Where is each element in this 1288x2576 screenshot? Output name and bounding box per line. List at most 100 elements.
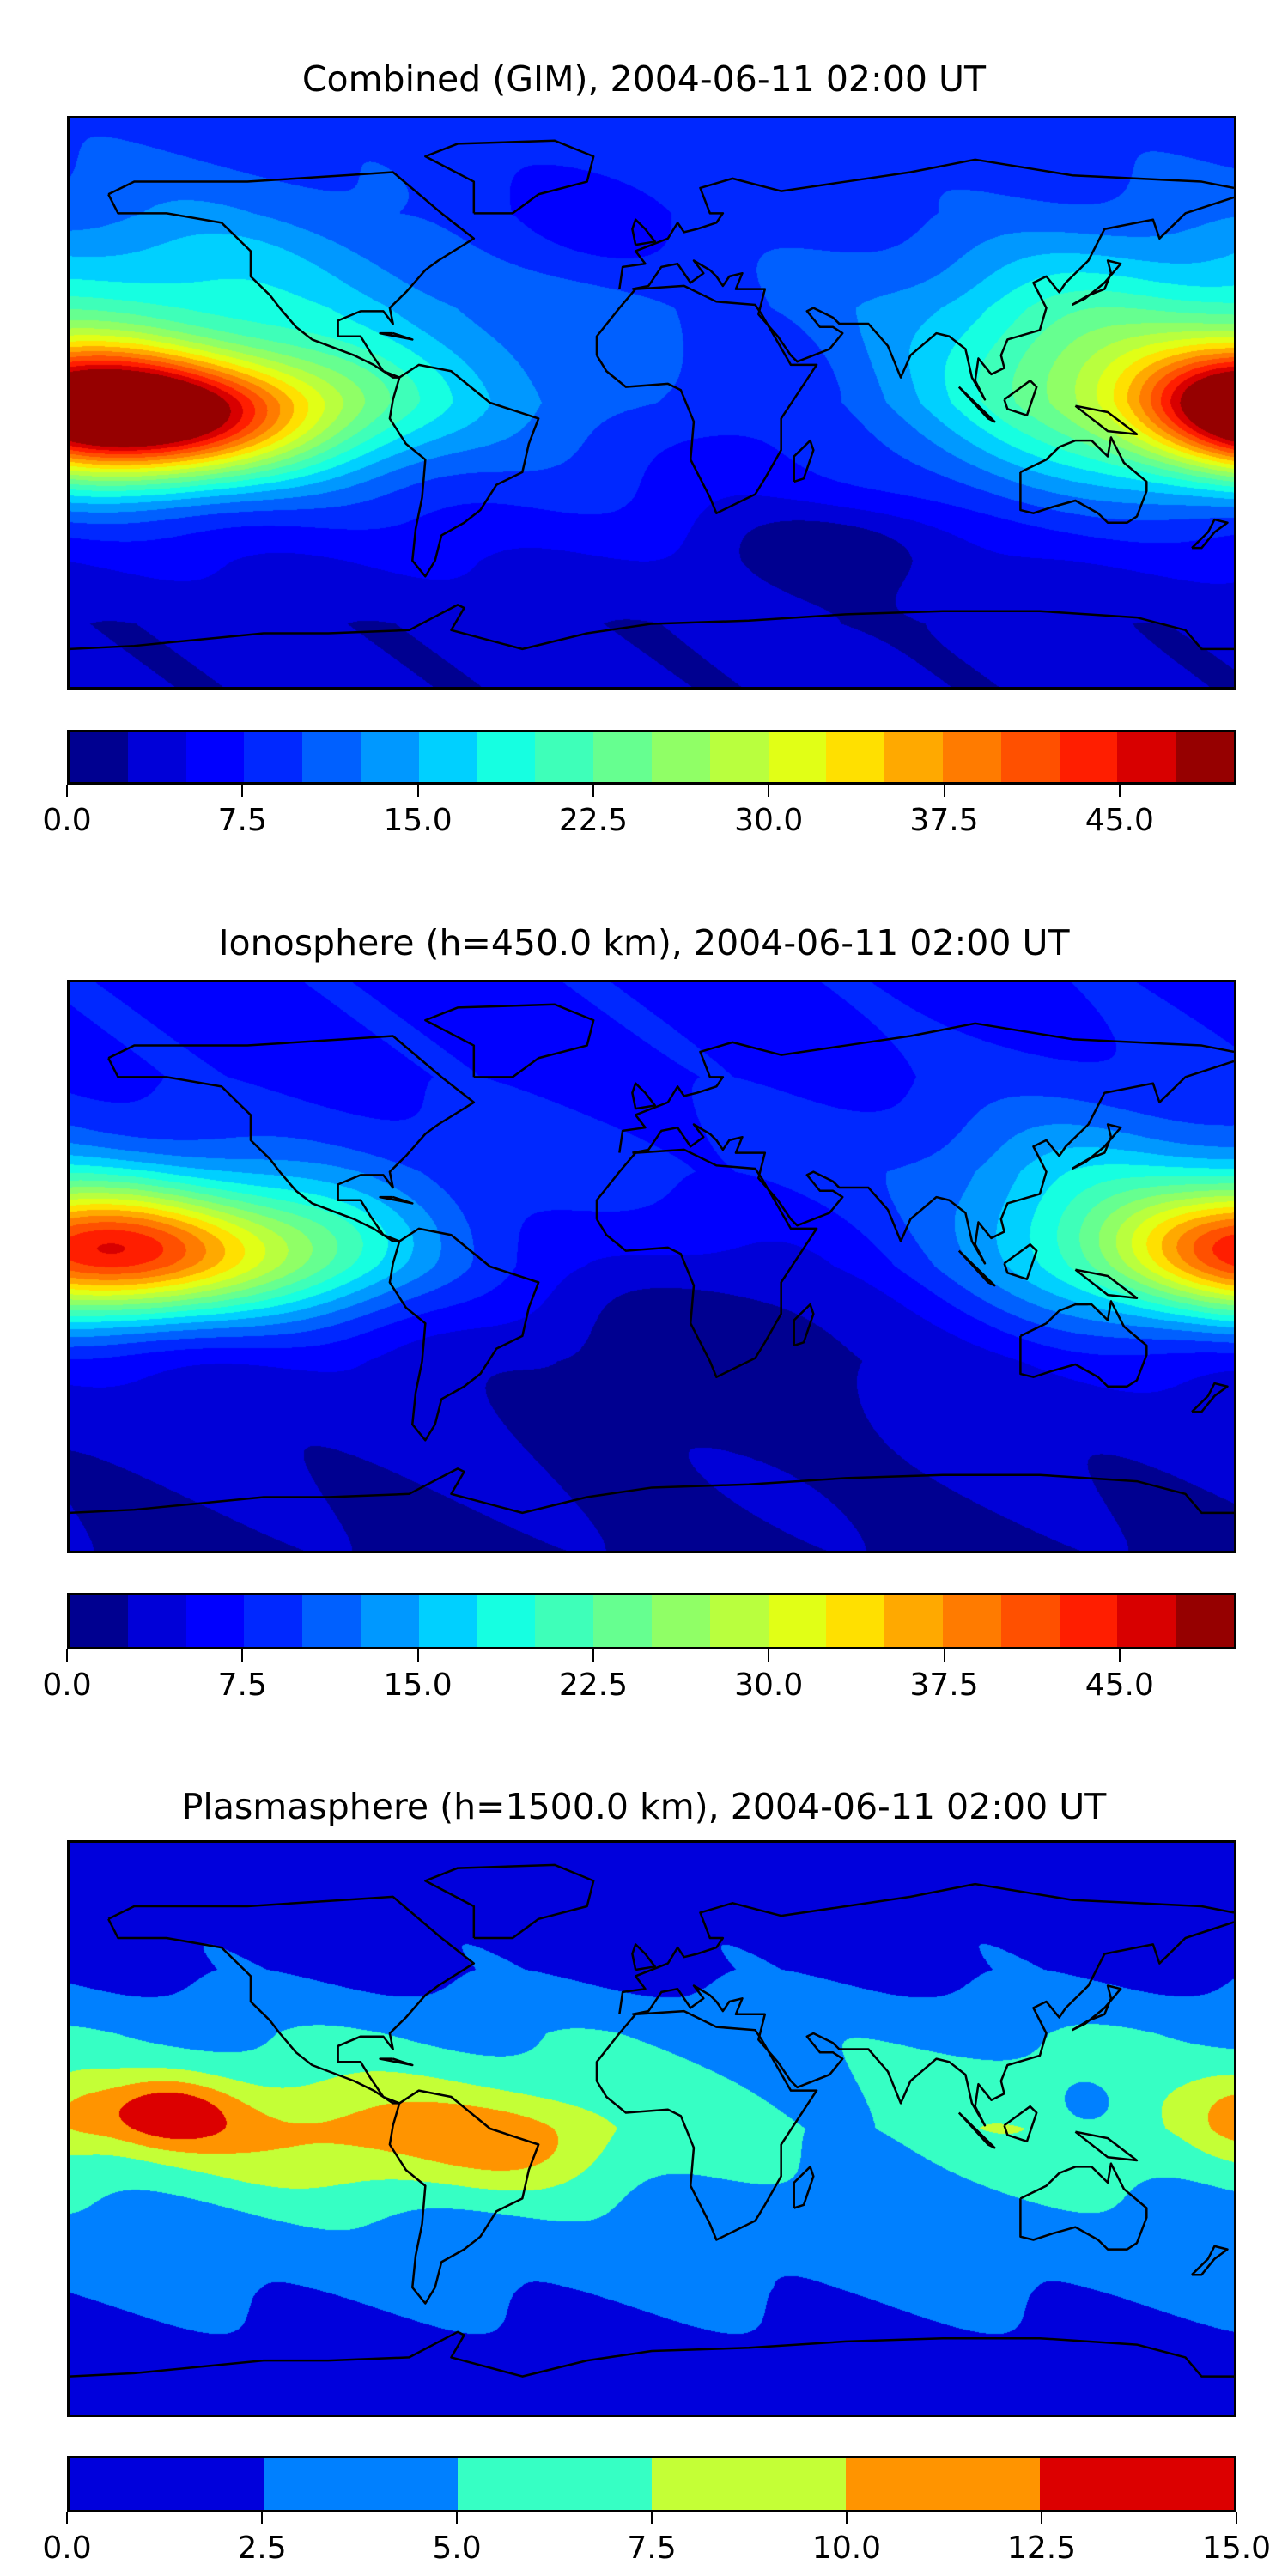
map-combined [67, 116, 1236, 690]
coastline [1075, 2132, 1137, 2160]
coastline [632, 1084, 654, 1109]
coastlines [70, 1843, 1234, 2415]
coastline [959, 2113, 994, 2148]
colorbar-tick [768, 785, 770, 797]
colorbar-bin [477, 1595, 536, 1647]
colorbar-tick-label: 22.5 [558, 803, 628, 838]
colorbar-tick [846, 2512, 848, 2524]
colorbar-bin [942, 732, 1001, 782]
chart-title-ionosphere: Ionosphere (h=450.0 km), 2004-06-11 02:0… [218, 922, 1070, 963]
colorbar-tick [416, 1649, 419, 1662]
colorbar-bin [477, 732, 536, 782]
colorbar-bin [458, 2458, 652, 2510]
coastline [380, 333, 413, 339]
colorbar-tick-label: 0.0 [42, 1668, 92, 1703]
coastline [619, 1024, 1234, 1153]
coastline [632, 220, 654, 245]
colorbar-bin [651, 1595, 710, 1647]
colorbar-tick [651, 2512, 653, 2524]
colorbar-bin [1117, 732, 1176, 782]
coastline [1072, 1125, 1121, 1169]
colorbar-combined [67, 730, 1236, 785]
colorbar-tick [66, 785, 68, 797]
colorbar-bin [709, 732, 769, 782]
coastline [619, 1884, 1234, 2014]
colorbar-bin [593, 732, 652, 782]
coastline [959, 387, 994, 422]
contour-field [70, 1843, 1234, 2415]
colorbar-bin [535, 1595, 594, 1647]
colorbar-bin [826, 732, 885, 782]
coastline [1005, 2106, 1037, 2142]
coastline [619, 160, 1234, 289]
coastline [108, 173, 474, 378]
colorbar-bin [127, 1595, 186, 1647]
colorbar-bin [652, 2458, 846, 2510]
colorbar-tick [66, 2512, 68, 2524]
colorbar-bin [709, 1595, 769, 1647]
colorbar-tick-label: 15.0 [1201, 2530, 1272, 2566]
colorbar-bin [593, 1595, 652, 1647]
colorbar-tick-label: 7.5 [217, 803, 267, 838]
coastline [794, 440, 814, 482]
colorbar-tick [943, 1649, 945, 1662]
coastline [70, 2332, 1234, 2377]
coastline [1072, 1986, 1121, 2031]
colorbar-bin [302, 732, 361, 782]
colorbar-bin [1040, 2458, 1234, 2510]
colorbar-tick [241, 1649, 244, 1662]
colorbar-tick-label: 0.0 [42, 803, 92, 838]
colorbar-bin [1117, 1595, 1176, 1647]
coastline [1192, 519, 1227, 548]
colorbar-bin [1059, 1595, 1118, 1647]
colorbar-tick [1236, 2512, 1237, 2524]
contour-field [70, 982, 1234, 1551]
colorbar-tick [456, 2512, 458, 2524]
coastline [1072, 261, 1121, 305]
chart-title-combined: Combined (GIM), 2004-06-11 02:00 UT [301, 58, 987, 100]
colorbar-bin [846, 2458, 1040, 2510]
colorbar-bin [264, 2458, 458, 2510]
coastline [794, 1304, 814, 1346]
colorbar-tick-label: 15.0 [383, 1668, 453, 1703]
coastline [108, 1897, 474, 2104]
coastline [1005, 1244, 1037, 1279]
colorbar-tick-label: 5.0 [432, 2530, 482, 2566]
coastline [390, 365, 538, 576]
colorbar-tick-label: 30.0 [734, 803, 804, 838]
colorbar-bin [942, 1595, 1001, 1647]
colorbar-tick-label: 37.5 [909, 1668, 979, 1703]
colorbar-tick-label: 2.5 [237, 2530, 287, 2566]
coastline [597, 2011, 817, 2239]
colorbar-tick-label: 15.0 [383, 803, 453, 838]
colorbar-tick [241, 785, 244, 797]
colorbar-bin [360, 1595, 419, 1647]
colorbar-bin [768, 1595, 827, 1647]
colorbar-bin [826, 1595, 885, 1647]
coastline [425, 141, 593, 214]
colorbar-bin [70, 1595, 128, 1647]
colorbar-tick-label: 22.5 [558, 1668, 628, 1703]
colorbar-tick-label: 10.0 [811, 2530, 882, 2566]
coastline [632, 197, 1234, 399]
coastline [632, 1944, 654, 1970]
colorbar-bin [70, 2458, 264, 2510]
colorbar-tick [1041, 2512, 1042, 2524]
coastlines [70, 118, 1234, 687]
coastline [390, 2091, 538, 2304]
colorbar-tick [1118, 785, 1121, 797]
colorbar-tick [261, 2512, 263, 2524]
coastline [380, 2059, 413, 2065]
colorbar-bin [244, 732, 303, 782]
colorbar-ionosphere [67, 1593, 1236, 1649]
colorbar-bin [418, 732, 477, 782]
colorbar-tick [768, 1649, 770, 1662]
coastline [70, 605, 1234, 648]
coastline [1075, 1270, 1137, 1298]
colorbar-tick [943, 785, 945, 797]
colorbar-tick [66, 1649, 68, 1662]
colorbar-tick-label: 7.5 [627, 2530, 677, 2566]
coastline [425, 1865, 593, 1938]
coastline [959, 1251, 994, 1285]
coastline [108, 1036, 474, 1242]
